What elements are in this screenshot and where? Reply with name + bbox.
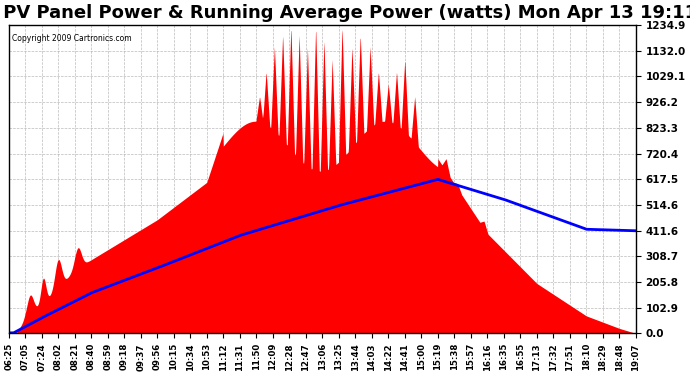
Title: Total PV Panel Power & Running Average Power (watts) Mon Apr 13 19:11: Total PV Panel Power & Running Average P…	[0, 4, 690, 22]
Text: Copyright 2009 Cartronics.com: Copyright 2009 Cartronics.com	[12, 34, 131, 44]
